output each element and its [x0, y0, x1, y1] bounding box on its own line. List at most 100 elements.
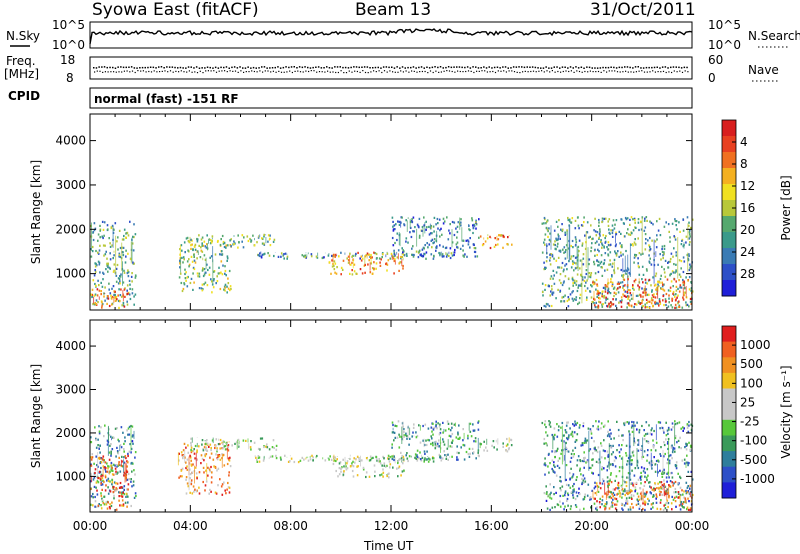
power-echo-cell: [93, 229, 96, 232]
velocity-echo-cell: [638, 431, 641, 434]
power-echo-cell: [601, 274, 604, 277]
power-echo-cell: [455, 243, 458, 246]
velocity-echo-cell: [435, 423, 437, 426]
nave-dot: [447, 66, 450, 68]
velocity-echo-cell: [108, 458, 111, 461]
power-echo-cell: [607, 244, 610, 247]
velocity-echo-cell: [223, 481, 225, 484]
power-echo-cell: [202, 244, 205, 247]
velocity-echo-cell: [618, 466, 621, 469]
velocity-echo-cell: [101, 497, 103, 500]
velocity-colorbar-swatch: [722, 435, 736, 452]
power-echo-cell: [286, 257, 288, 260]
velocity-echo-cell: [581, 482, 583, 486]
power-echo-streak: [682, 287, 684, 297]
velocity-echo-cell: [395, 425, 398, 428]
power-echo-cell: [555, 220, 558, 223]
velocity-echo-cell: [402, 462, 404, 465]
velocity-echo-cell: [121, 465, 124, 468]
velocity-echo-cell: [99, 451, 101, 454]
velocity-echo-cell: [593, 497, 596, 500]
power-echo-cell: [301, 254, 304, 257]
velocity-echo-cell: [186, 482, 189, 485]
power-echo-cell: [380, 258, 382, 261]
power-echo-cell: [571, 277, 574, 281]
power-echo-cell: [131, 280, 133, 283]
velocity-echo-cell: [346, 460, 349, 463]
velocity-echo-cell: [275, 448, 278, 451]
velocity-echo-cell: [362, 468, 365, 471]
nave-dot: [567, 67, 569, 69]
power-echo-cell: [599, 301, 602, 304]
velocity-echo-cell: [667, 437, 670, 441]
power-echo-cell: [627, 289, 630, 292]
freq-dot: [115, 71, 117, 73]
velocity-echo-cell: [647, 449, 649, 452]
velocity-echo-cell: [427, 427, 430, 430]
power-echo-streak: [180, 257, 182, 273]
velocity-echo-cell: [90, 480, 92, 483]
power-echo-cell: [196, 272, 199, 275]
velocity-echo-cell: [432, 444, 434, 447]
velocity-echo-cell: [641, 445, 643, 448]
velocity-echo-cell: [561, 421, 564, 425]
velocity-echo-cell: [672, 498, 675, 501]
velocity-echo-cell: [674, 423, 677, 426]
velocity-echo-cell: [666, 480, 668, 483]
power-echo-cell: [114, 296, 117, 299]
velocity-echo-cell: [185, 478, 187, 481]
power-echo-cell: [340, 273, 342, 276]
power-echo-cell: [635, 226, 637, 229]
power-echo-cell: [598, 292, 600, 295]
velocity-echo-cell: [90, 472, 92, 475]
power-echo-cell: [635, 294, 638, 297]
power-echo-cell: [562, 281, 565, 284]
velocity-echo-cell: [610, 444, 612, 448]
power-echo-cell: [598, 296, 600, 300]
velocity-echo-cell: [123, 474, 125, 477]
power-echo-cell: [397, 249, 400, 252]
velocity-echo-cell: [615, 487, 617, 490]
power-echo-cell: [198, 234, 200, 237]
power-echo-cell: [558, 249, 561, 252]
velocity-echo-cell: [569, 486, 572, 489]
velocity-echo-cell: [100, 483, 103, 486]
velocity-echo-cell: [688, 424, 690, 427]
velocity-echo-cell: [677, 472, 679, 475]
power-echo-cell: [351, 273, 354, 276]
velocity-echo-cell: [289, 460, 291, 463]
power-echo-cell: [621, 274, 623, 277]
power-echo-cell: [627, 302, 630, 305]
power-echo-cell: [106, 262, 108, 265]
velocity-echo-cell: [104, 474, 107, 477]
velocity-echo-cell: [119, 481, 122, 485]
velocity-echo-cell: [674, 500, 677, 503]
velocity-echo-cell: [658, 490, 661, 493]
power-echo-cell: [601, 305, 604, 308]
velocity-echo-streak: [204, 440, 206, 442]
velocity-echo-streak: [607, 486, 609, 496]
velocity-echo-cell: [622, 434, 624, 437]
velocity-echo-cell: [204, 489, 206, 492]
velocity-echo-cell: [106, 443, 109, 446]
power-echo-cell: [654, 301, 656, 304]
velocity-echo-cell: [431, 437, 433, 440]
power-echo-cell: [612, 303, 615, 306]
nave-dot: [504, 66, 507, 68]
power-echo-cell: [394, 258, 396, 261]
power-echo-cell: [580, 224, 583, 227]
power-echo-cell: [637, 257, 639, 260]
power-echo-cell: [402, 249, 404, 252]
nave-dot: [515, 66, 518, 68]
power-echo-cell: [672, 255, 674, 258]
power-echo-cell: [631, 243, 634, 246]
power-echo-streak: [317, 252, 319, 256]
power-echo-cell: [661, 281, 663, 284]
velocity-echo-cell: [622, 492, 624, 495]
velocity-echo-cell: [619, 495, 621, 498]
power-echo-cell: [552, 291, 555, 294]
power-echo-cell: [457, 221, 460, 224]
velocity-echo-cell: [178, 476, 180, 479]
velocity-echo-cell: [629, 478, 632, 481]
power-echo-cell: [648, 278, 651, 281]
